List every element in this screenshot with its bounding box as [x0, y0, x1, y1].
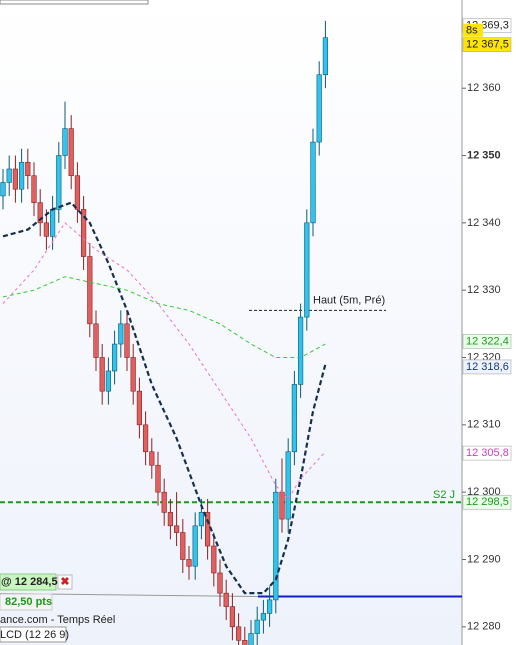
candle-body: [7, 169, 12, 182]
candle-body: [181, 533, 186, 560]
price-label: 12 367,5: [466, 39, 509, 51]
y-tick-label: 12 280: [467, 621, 501, 633]
y-tick-label: 12 340: [467, 217, 501, 229]
candle-body: [162, 492, 167, 512]
candle-body: [156, 465, 161, 492]
candle-body: [286, 452, 291, 519]
price-axis: [462, 0, 516, 645]
candle-body: [267, 600, 272, 613]
close-icon: ✖: [60, 576, 69, 588]
candle-body: [311, 142, 316, 223]
candle-body: [125, 324, 130, 358]
candle-body: [199, 512, 204, 525]
candle-body: [323, 38, 328, 75]
candle-body: [212, 546, 217, 573]
countdown: 8s: [466, 25, 478, 37]
candle-body: [44, 223, 49, 236]
order-label: @ 12 284,5: [1, 576, 58, 588]
y-tick-label: 12 290: [467, 553, 501, 565]
candle-body: [13, 169, 18, 189]
candle-body: [205, 512, 210, 546]
candle-body: [143, 425, 148, 452]
candle-body: [243, 640, 248, 645]
candle-body: [131, 358, 136, 392]
candle-body: [100, 358, 105, 392]
y-tick-label: 12 310: [467, 419, 501, 431]
candle-body: [298, 317, 303, 384]
candle-body: [32, 176, 37, 203]
y-tick-label: 12 360: [467, 82, 501, 94]
candle-body: [218, 573, 223, 593]
candle-body: [50, 209, 55, 236]
candle-body: [137, 391, 142, 425]
plot-area: [0, 0, 462, 645]
candle-body: [119, 324, 124, 344]
top-panel: [0, 0, 148, 4]
candle-body: [261, 613, 266, 620]
candle-body: [94, 324, 99, 358]
candle-body: [75, 176, 80, 210]
candle-body: [255, 620, 260, 633]
y-tick-label: 12 330: [467, 284, 501, 296]
price-label: 12 305,8: [466, 447, 509, 459]
candle-body: [26, 162, 31, 175]
price-label: 12 322,4: [466, 335, 509, 347]
candle-body: [106, 371, 111, 391]
candle-body: [168, 512, 173, 525]
candle-body: [19, 162, 24, 189]
candle-body: [280, 492, 285, 519]
candle-body: [1, 182, 6, 195]
price-label: 12 318,6: [466, 361, 509, 373]
candle-body: [187, 559, 192, 566]
candle-body: [69, 129, 74, 176]
candle-body: [112, 344, 117, 371]
candle-body: [292, 384, 297, 451]
candle-body: [193, 526, 198, 566]
points-label: 82,50 pts: [5, 596, 52, 608]
source-label: ance.com - Temps Réel: [0, 614, 115, 626]
candle-body: [63, 129, 68, 156]
candle-body: [224, 593, 229, 606]
candle-body: [57, 156, 62, 210]
level-label: S2 J: [433, 489, 455, 501]
y-tick-label: 12 350: [467, 149, 501, 161]
candle-body: [317, 75, 322, 142]
candle-body: [249, 634, 254, 645]
candle-body: [305, 223, 310, 317]
candle-body: [88, 257, 93, 324]
price-label: 12 298,5: [466, 496, 509, 508]
candle-body: [236, 627, 241, 640]
indicator-label: LCD (12 26 9): [0, 629, 69, 641]
candle-body: [150, 452, 155, 465]
candle-body: [174, 526, 179, 533]
level-label: Haut (5m, Pré): [313, 294, 385, 306]
candle-body: [230, 607, 235, 627]
candle-body: [274, 492, 279, 600]
